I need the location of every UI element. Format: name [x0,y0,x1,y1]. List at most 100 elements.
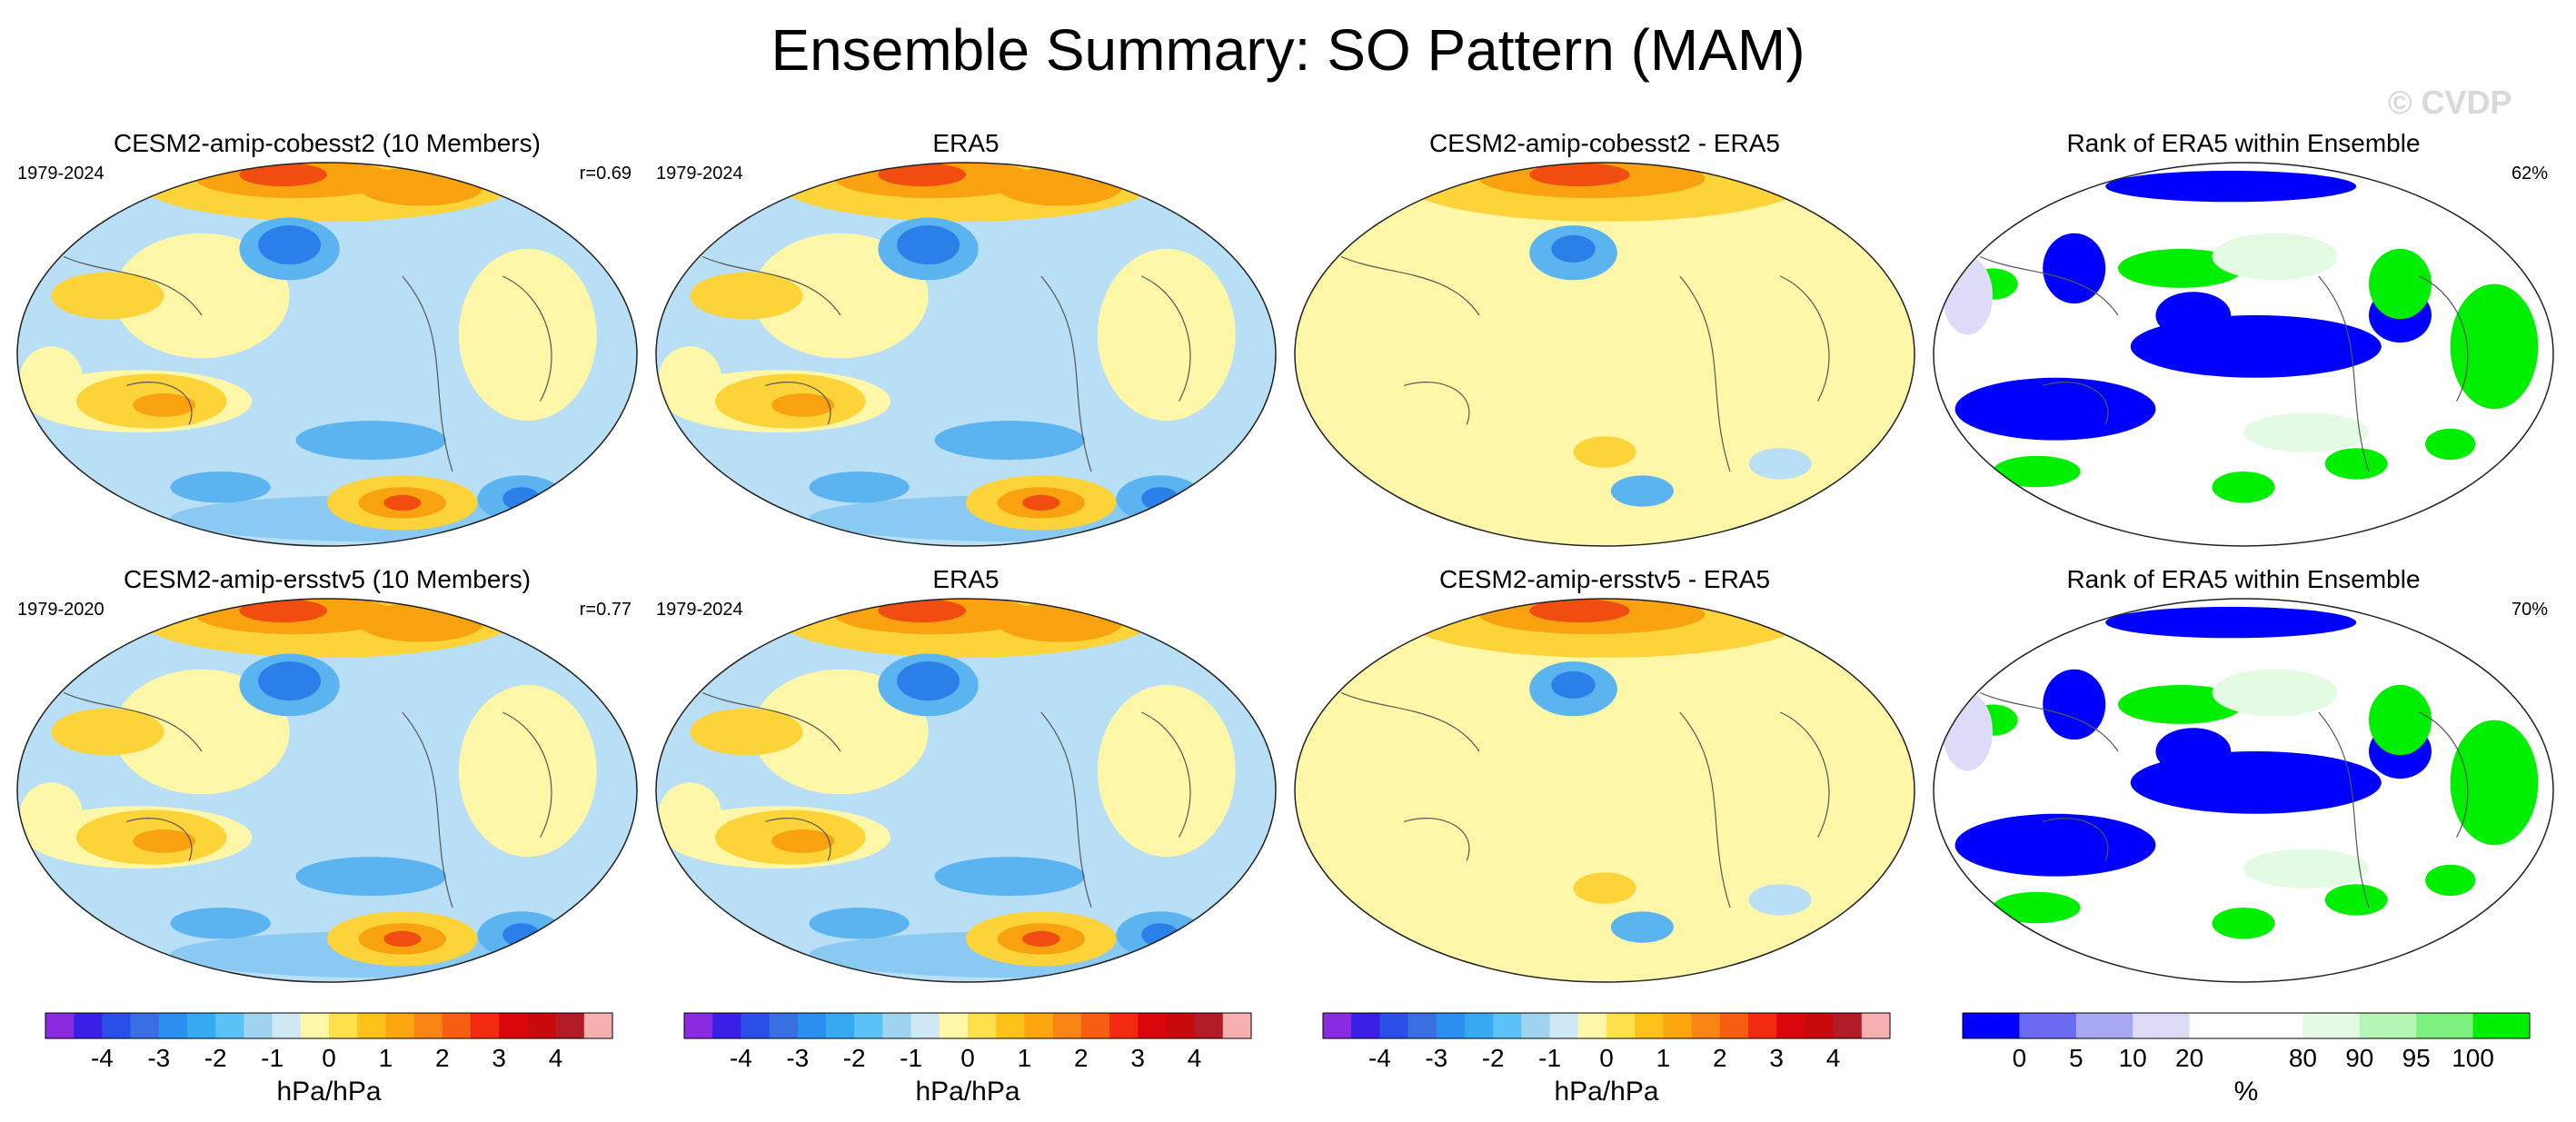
map-contour [1354,673,1479,829]
colorbar-swatch [826,1013,855,1038]
colorbar-tick-label: -2 [1481,1044,1505,1072]
map-contour [1993,891,2081,924]
colorbar-tick-label: 10 [2118,1044,2147,1072]
colorbar-swatch [1493,1013,1522,1038]
map-contour [383,494,422,511]
map-contour [2243,412,2369,452]
panel-title: CESM2-amip-cobesst2 (10 Members) [114,129,541,157]
panel-title: ERA5 [932,565,1000,593]
colorbar-swatch [272,1013,302,1038]
map-contour [51,272,164,320]
colorbar-tick-label: -3 [147,1044,171,1072]
map-contour [1529,599,1630,623]
colorbar-swatch [1222,1013,1252,1038]
colorbar-swatch [244,1013,274,1038]
map-contour [658,782,721,846]
panel-title: CESM2-amip-cobesst2 - ERA5 [1429,129,1780,157]
map-contour [133,829,196,853]
map-outline [16,162,638,547]
colorbar-tick-label: 0 [322,1044,336,1072]
colorbar-tick-label: 20 [2175,1044,2204,1072]
map-outline [655,162,1277,547]
map-contour [19,346,83,410]
colorbar-unit-label: hPa/hPa [276,1077,382,1107]
colorbar-swatch [1549,1013,1579,1038]
rank-percent-label: 62% [2511,164,2548,184]
field-map [16,162,638,547]
colorbar-swatch [385,1013,415,1038]
colorbar-swatch [712,1013,741,1038]
colorbar-swatch [1719,1013,1749,1038]
colorbar-swatch [2472,1013,2531,1038]
coastline [701,255,1191,472]
coastline [63,691,552,909]
map-contour [1748,229,1862,371]
colorbar-tick-label: 2 [1074,1044,1089,1072]
colorbar-swatch [1109,1013,1139,1038]
map-outline [1933,162,2554,547]
field-map [16,598,638,983]
colorbar-swatch [1436,1013,1466,1038]
map-contour [934,421,1086,461]
map-contour [502,487,541,511]
colorbar-tick-label: 2 [1713,1044,1727,1072]
pressure-colorbar [1322,1012,1891,1039]
colorbar-swatch [1577,1013,1607,1038]
map-contour [2450,720,2539,846]
colorbar-swatch [1833,1013,1863,1038]
colorbar-swatch [2189,1013,2247,1038]
colorbar-swatch [968,1013,997,1038]
colorbar-tick-label: 3 [1130,1044,1145,1072]
colorbar-tick-label: 0 [960,1044,975,1072]
panel-title: ERA5 [932,129,1000,157]
map-contour [295,421,447,461]
map-contour [1942,692,1993,771]
colorbar-swatch [158,1013,188,1038]
colorbar-swatch [1776,1013,1805,1038]
map-contour [658,346,721,410]
colorbar-swatch [1052,1013,1082,1038]
map-contour [383,930,422,947]
rank-colorbar [1962,1012,2531,1039]
colorbar-tick-label: 1 [378,1044,393,1072]
colorbar-swatch [583,1013,613,1038]
colorbar-tick-label: -1 [261,1044,284,1072]
colorbar-swatch [413,1013,443,1038]
map-contour [2450,283,2539,410]
map-contour [2212,233,2338,281]
colorbar-tick-label: -3 [786,1044,810,1072]
colorbar-swatch [187,1013,216,1038]
map-contour [51,708,164,756]
map-contour [502,923,541,947]
colorbar-tick-label: 2 [435,1044,450,1072]
colorbar-swatch [102,1013,132,1038]
map-contour [133,393,196,417]
map-contour [2043,669,2106,740]
correlation-label: r=0.77 [579,600,632,620]
colorbar-swatch [329,1013,358,1038]
colorbar-tick-label: -2 [204,1044,227,1072]
colorbar-tick-label: 1 [1656,1044,1671,1072]
colorbar-swatch [939,1013,969,1038]
colorbar-swatch [741,1013,771,1038]
map-contour [1510,331,1762,472]
map-contour [1354,237,1479,393]
map-contour [878,599,966,623]
map-contour [809,472,910,503]
colorbar-tick-label: 0 [2012,1044,2027,1072]
colorbar-swatch [1521,1013,1551,1038]
colorbar-tick-label: -1 [900,1044,923,1072]
watermark: © CVDP [2388,84,2512,121]
colorbar-swatch [2133,1013,2191,1038]
map-contour [170,472,271,503]
map-contour [2212,669,2338,717]
panel-title: Rank of ERA5 within Ensemble [2066,565,2421,593]
map-contour [1097,684,1236,858]
colorbar-tick-label: 3 [1769,1044,1784,1072]
colorbar-tick-label: -2 [842,1044,866,1072]
map-contour [1022,930,1060,947]
map-contour [809,908,910,939]
colorbar-swatch [1323,1013,1352,1038]
colorbar-swatch [2302,1013,2361,1038]
map-contour [2324,884,2388,916]
